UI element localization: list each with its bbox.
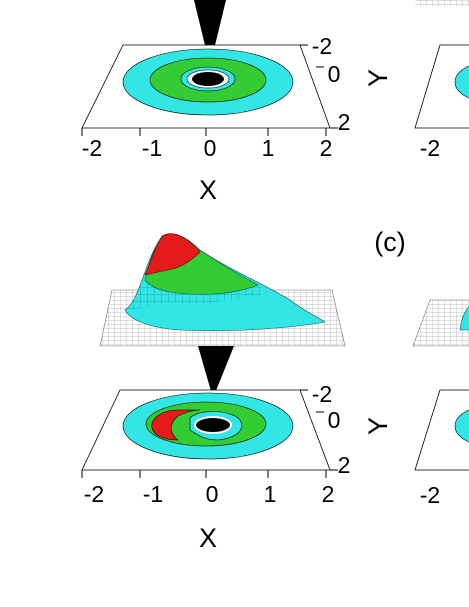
x-label: X bbox=[199, 175, 217, 205]
contour bbox=[192, 72, 224, 86]
x-tick: 2 bbox=[320, 135, 333, 161]
plane bbox=[414, 389, 469, 471]
ticks bbox=[81, 44, 338, 136]
mesh bbox=[412, 299, 469, 347]
x-tick: -2 bbox=[82, 135, 102, 161]
x-tick: 0 bbox=[204, 135, 217, 161]
panel-top-left: -2 0 2 -2 -1 0 1 2 X bbox=[81, 0, 351, 205]
x-tick: -2 bbox=[420, 135, 440, 161]
y-tick: 2 bbox=[338, 109, 351, 135]
x-tick: -2 bbox=[420, 482, 440, 508]
x-tick: 1 bbox=[264, 481, 277, 507]
surface bbox=[144, 233, 201, 276]
contour bbox=[151, 409, 201, 441]
y-tick: 2 bbox=[338, 452, 351, 478]
panel-top-right: Y -2 bbox=[363, 0, 469, 161]
y-tick: -2 bbox=[312, 381, 332, 407]
x-tick: -1 bbox=[143, 481, 163, 507]
contour bbox=[194, 416, 232, 434]
panel-label: (c) bbox=[374, 227, 405, 257]
y-tick: 0 bbox=[328, 61, 341, 87]
mesh bbox=[415, 0, 469, 6]
contour bbox=[454, 65, 469, 99]
contour bbox=[454, 409, 469, 443]
ticks bbox=[81, 389, 338, 478]
tip bbox=[198, 346, 234, 398]
x-tick: 1 bbox=[262, 135, 275, 161]
x-tick: -1 bbox=[142, 135, 162, 161]
surface bbox=[459, 306, 469, 331]
plane bbox=[414, 44, 469, 129]
y-label: Y bbox=[363, 69, 393, 87]
y-label: Y bbox=[363, 417, 393, 435]
x-tick: -2 bbox=[84, 481, 104, 507]
x-tick: 2 bbox=[322, 481, 335, 507]
y-tick: -2 bbox=[312, 33, 332, 59]
panel-bottom-right: Y -2 bbox=[363, 299, 469, 508]
tip bbox=[194, 0, 226, 66]
panel-bottom-left: -2 0 2 -2 -1 0 1 2 X bbox=[81, 233, 351, 553]
x-label: X bbox=[199, 523, 217, 553]
x-tick: 0 bbox=[206, 481, 219, 507]
y-tick: 0 bbox=[328, 407, 341, 433]
